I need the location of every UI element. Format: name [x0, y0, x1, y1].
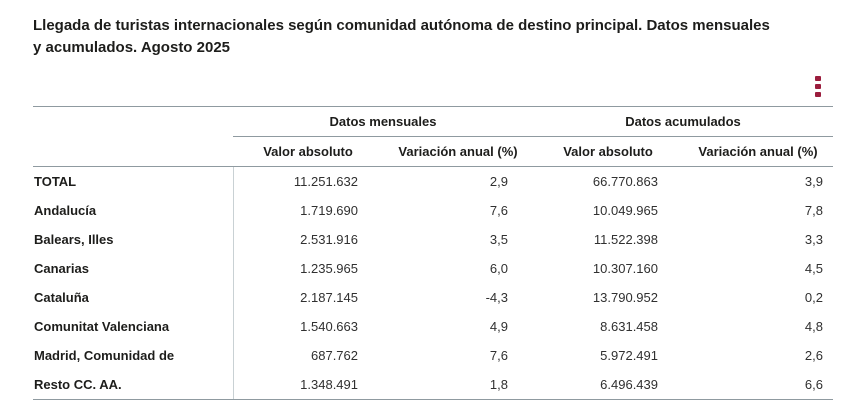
table-row: Cataluña 2.187.145 -4,3 13.790.952 0,2: [33, 283, 833, 312]
cell-variacion-mensual: 4,9: [489, 319, 508, 334]
row-label: Balears, Illes: [34, 232, 114, 247]
cell-valor-mensual: 1.235.965: [232, 254, 383, 283]
cell-variacion-acumulado: 7,8: [804, 203, 823, 218]
corner-cell: [33, 136, 233, 167]
cell-variacion-mensual: 1,8: [383, 370, 533, 400]
cell-valor-acumulado: 10.049.965: [592, 203, 658, 218]
cell-valor-mensual: 11.251.632: [232, 166, 383, 196]
cell-valor-mensual: 687.762: [232, 341, 383, 370]
group-header-row: Datos mensuales Datos acumulados: [33, 106, 833, 137]
kebab-dot: [815, 76, 821, 81]
table-row: Resto CC. AA. 1.348.491 1,8 6.496.439 6,…: [33, 370, 833, 400]
cell-variacion-mensual: 7,6: [489, 348, 508, 363]
cell-valor-mensual: 1.348.491: [232, 370, 383, 400]
cell-variacion-acumulado: 3,3: [804, 232, 823, 247]
cell-variacion-mensual: -4,3: [485, 290, 508, 305]
table-row: Comunitat Valenciana 1.540.663 4,9 8.631…: [33, 312, 833, 341]
table-row: Andalucía 1.719.690 7,6 10.049.965 7,8: [33, 196, 833, 225]
cell-valor-mensual: 1.719.690: [232, 196, 383, 225]
group-header-mensuales: Datos mensuales: [233, 106, 533, 137]
row-label: Cataluña: [34, 290, 89, 305]
cell-variacion-mensual: 7,6: [489, 203, 508, 218]
row-label: Resto CC. AA.: [33, 370, 233, 400]
row-label: Madrid, Comunidad de: [34, 348, 175, 363]
col-header-variacion-mensual: Variación anual (%): [383, 136, 533, 167]
group-header-acumulados: Datos acumulados: [533, 106, 833, 137]
tourists-table: Datos mensuales Datos acumulados Valor a…: [33, 106, 833, 400]
cell-variacion-acumulado: 6,6: [683, 370, 833, 400]
cell-variacion-acumulado: 2,6: [804, 348, 823, 363]
cell-valor-acumulado: 5.972.491: [600, 348, 658, 363]
kebab-dot: [815, 92, 821, 97]
cell-valor-mensual: 2.187.145: [232, 283, 383, 312]
page-title: Llegada de turistas internacionales segú…: [33, 17, 770, 57]
row-label: TOTAL: [34, 174, 77, 189]
cell-valor-acumulado: 66.770.863: [592, 174, 658, 189]
sub-header-row: Valor absoluto Variación anual (%) Valor…: [33, 136, 833, 167]
row-label: Canarias: [34, 261, 89, 276]
row-label: Comunitat Valenciana: [34, 319, 170, 334]
kebab-dot: [815, 84, 821, 89]
cell-variacion-acumulado: 4,5: [804, 261, 823, 276]
table-row: Madrid, Comunidad de 687.762 7,6 5.972.4…: [33, 341, 833, 370]
cell-valor-acumulado: 6.496.439: [533, 370, 683, 400]
cell-variacion-acumulado: 3,9: [804, 174, 823, 189]
table-row: TOTAL 11.251.632 2,9 66.770.863 3,9: [33, 166, 833, 196]
cell-valor-acumulado: 13.790.952: [592, 290, 658, 305]
cell-valor-acumulado: 10.307.160: [592, 261, 658, 276]
cell-variacion-acumulado: 0,2: [804, 290, 823, 305]
cell-valor-acumulado: 8.631.458: [600, 319, 658, 334]
col-header-variacion-acumulado: Variación anual (%): [683, 136, 833, 167]
cell-variacion-mensual: 6,0: [489, 261, 508, 276]
col-header-valor-acumulado: Valor absoluto: [533, 136, 683, 167]
corner-cell: [33, 106, 233, 137]
cell-variacion-mensual: 2,9: [489, 174, 508, 189]
cell-variacion-mensual: 3,5: [489, 232, 508, 247]
cell-valor-mensual: 1.540.663: [232, 312, 383, 341]
col-header-valor-mensual: Valor absoluto: [233, 136, 383, 167]
table-row: Canarias 1.235.965 6,0 10.307.160 4,5: [33, 254, 833, 283]
cell-valor-mensual: 2.531.916: [232, 225, 383, 254]
row-label: Andalucía: [34, 203, 97, 218]
kebab-menu-icon[interactable]: [810, 72, 826, 101]
cell-valor-acumulado: 11.522.398: [593, 232, 658, 247]
cell-variacion-acumulado: 4,8: [804, 319, 823, 334]
table-row: Balears, Illes 2.531.916 3,5 11.522.398 …: [33, 225, 833, 254]
